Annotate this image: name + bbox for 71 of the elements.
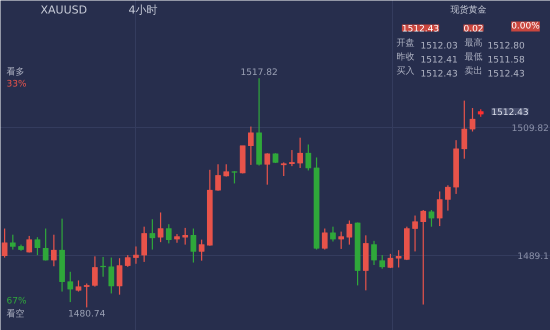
candlestick <box>264 152 270 186</box>
candlestick <box>198 239 204 262</box>
candlestick <box>461 100 468 160</box>
text: 1511.58 <box>488 56 525 66</box>
candlestick <box>297 137 303 169</box>
candlestick <box>420 209 426 306</box>
annotation: 1512.43 <box>420 70 458 80</box>
candlestick <box>26 235 32 254</box>
candlestick <box>10 234 16 250</box>
candlestick <box>215 164 221 192</box>
candlestick <box>272 152 278 164</box>
candlestick <box>51 234 57 267</box>
candlestick <box>305 144 312 172</box>
candlestick <box>445 184 451 212</box>
text: 0.00% <box>511 22 540 32</box>
candlestick <box>338 231 344 250</box>
annotation: 卖出 <box>464 66 482 76</box>
annotation: 看多 <box>6 66 24 78</box>
candlestick <box>116 258 122 296</box>
candlestick <box>248 126 254 166</box>
candlestick <box>330 226 336 242</box>
candlestick <box>158 212 164 243</box>
candlestick <box>412 214 418 252</box>
candlestick <box>100 256 106 278</box>
candlestick <box>2 228 8 258</box>
annotation: 昨收 <box>396 52 414 62</box>
annotation: 1512.41 <box>420 56 458 66</box>
annotation: 买入 <box>396 66 414 76</box>
candlestick <box>289 149 295 167</box>
candlestick <box>470 107 476 132</box>
annotation: 看空 <box>6 308 24 320</box>
annotation: 1517.82 <box>240 68 278 78</box>
candlestick <box>371 240 377 266</box>
annotation: 1480.74 <box>68 309 106 320</box>
candlestick <box>436 190 443 227</box>
candlestick <box>223 164 230 178</box>
annotation: 1512.03 <box>420 42 458 52</box>
candlestick <box>141 226 147 263</box>
candlestick <box>166 224 172 244</box>
candlestick <box>84 282 90 308</box>
candlestick <box>42 228 48 262</box>
candlestick <box>346 220 352 246</box>
text: 1512.43 <box>491 108 529 118</box>
candlestick <box>322 228 328 250</box>
annotation: 33% <box>6 80 27 90</box>
y-tick-label: 1509.82 <box>512 124 549 134</box>
candlestick <box>379 254 386 270</box>
candlestick <box>150 218 156 250</box>
candlestick <box>388 253 394 269</box>
candlestick <box>428 209 434 228</box>
annotation: 开盘 <box>396 38 414 48</box>
candlestick <box>34 236 40 256</box>
chart-subtitle: 4小时 <box>128 4 158 16</box>
annotation: 现货黄金 <box>450 4 486 16</box>
text: 1512.43 <box>488 70 525 80</box>
candlestick <box>133 246 139 264</box>
candlestick <box>232 170 238 184</box>
y-tick-label: 1489.1 <box>517 252 549 262</box>
annotation: 最高 <box>464 38 482 48</box>
candlestick <box>396 250 402 268</box>
chart-title: XAUUSD <box>40 4 88 16</box>
candlestick <box>92 256 98 288</box>
annotation: 67% <box>6 296 27 306</box>
candlestick <box>190 228 196 264</box>
candlestick <box>67 271 74 303</box>
annotation: 最低 <box>464 52 482 62</box>
candlestick <box>182 227 188 246</box>
candlestick <box>76 280 82 292</box>
candlestick <box>108 256 114 294</box>
text: 1512.80 <box>488 42 525 52</box>
candlestick <box>124 254 131 268</box>
